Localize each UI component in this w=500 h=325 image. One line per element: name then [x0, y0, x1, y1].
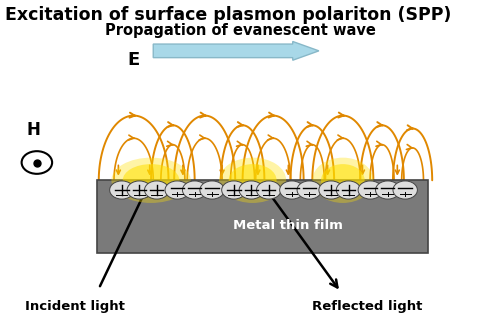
- Ellipse shape: [112, 158, 190, 203]
- Text: H: H: [26, 121, 40, 139]
- Circle shape: [239, 181, 264, 199]
- Circle shape: [256, 181, 281, 199]
- Circle shape: [280, 181, 304, 199]
- Circle shape: [393, 181, 417, 199]
- Circle shape: [22, 151, 52, 174]
- Circle shape: [127, 181, 152, 199]
- Text: Excitation of surface plasmon polariton (SPP): Excitation of surface plasmon polariton …: [5, 6, 452, 23]
- Circle shape: [144, 181, 169, 199]
- Bar: [96, 180, 428, 253]
- Circle shape: [319, 181, 344, 199]
- Circle shape: [110, 181, 134, 199]
- Circle shape: [336, 181, 360, 199]
- Circle shape: [182, 181, 207, 199]
- Ellipse shape: [321, 164, 364, 197]
- Circle shape: [297, 181, 322, 199]
- Circle shape: [376, 181, 400, 199]
- Text: E: E: [128, 51, 140, 69]
- Text: Reflected light: Reflected light: [312, 300, 422, 313]
- Text: Incident light: Incident light: [25, 300, 124, 313]
- Circle shape: [222, 181, 246, 199]
- Text: Propagation of evanescent wave: Propagation of evanescent wave: [105, 23, 376, 38]
- FancyArrow shape: [153, 42, 319, 60]
- Circle shape: [358, 181, 382, 199]
- Ellipse shape: [219, 158, 286, 203]
- Ellipse shape: [122, 164, 180, 197]
- Ellipse shape: [312, 158, 374, 203]
- Circle shape: [165, 181, 190, 199]
- Ellipse shape: [228, 164, 276, 197]
- Text: Metal thin film: Metal thin film: [234, 219, 344, 232]
- Circle shape: [200, 181, 224, 199]
